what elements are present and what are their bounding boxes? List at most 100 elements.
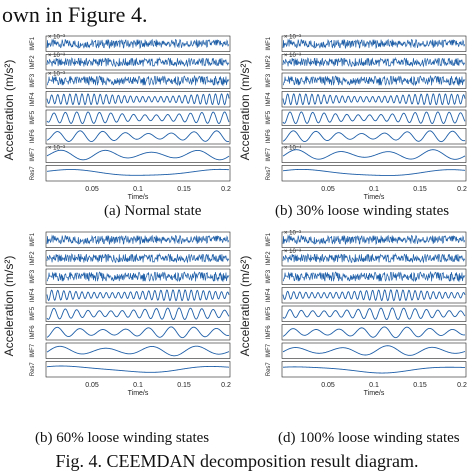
scale-exponent: × 10⁻³ <box>48 53 65 59</box>
imf-label: Res7 <box>266 166 272 181</box>
imf-signal-line <box>282 149 466 160</box>
scale-exponent: × 10⁻³ <box>48 72 65 78</box>
subplot-frame <box>45 324 231 341</box>
subplot-frame <box>281 72 467 89</box>
subplot-frame <box>45 54 231 71</box>
imf-signal-line <box>282 130 466 143</box>
x-tick-label: 0.15 <box>413 382 427 389</box>
x-tick-label: 0.2 <box>221 382 231 389</box>
imf-label: IMF3 <box>266 73 272 87</box>
scale-exponent: × 10⁻³ <box>48 35 65 41</box>
x-axis-label: Time/s <box>128 390 149 397</box>
scale-exponent: × 10⁻³ <box>284 231 301 237</box>
imf-label: IMF6 <box>30 129 36 143</box>
subplot-frame <box>45 287 231 304</box>
scale-exponent: × 10⁻³ <box>284 53 301 59</box>
subplot-frame <box>281 146 467 163</box>
imf-label: IMF5 <box>30 306 36 320</box>
imf-label: IMF6 <box>266 129 272 143</box>
imf-signal-line <box>46 56 230 68</box>
figure-caption: Fig. 4. CEEMDAN decomposition result dia… <box>55 451 419 471</box>
imf-signal-line <box>282 307 466 321</box>
imf-signal-line <box>46 75 230 87</box>
imf-label: IMF1 <box>30 36 36 50</box>
imf-signal-line <box>282 111 466 125</box>
subplot-frame <box>281 342 467 359</box>
imf-label: IMF7 <box>30 147 36 161</box>
imf-signal-line <box>46 130 230 143</box>
imf-signal-line <box>282 289 466 302</box>
subplot-frame <box>281 128 467 145</box>
subplot-frame <box>281 305 467 322</box>
subplot-frame <box>45 231 231 248</box>
imf-signal-line <box>282 93 466 106</box>
imf-signal-line <box>46 111 230 125</box>
imf-label: IMF7 <box>266 343 272 357</box>
imf-signal-line <box>282 75 466 87</box>
subplot-frame <box>45 268 231 285</box>
imf-signal-line <box>46 252 230 264</box>
imf-label: IMF4 <box>266 92 272 106</box>
subplot-frame <box>281 268 467 285</box>
y-axis-label: Acceleration (m/s²) <box>4 256 16 357</box>
scale-exponent: × 10⁻⁴ <box>284 145 302 152</box>
x-tick-label: 0.1 <box>133 186 143 193</box>
imf-signal-line <box>282 271 466 283</box>
subplot-frame <box>281 250 467 267</box>
subplot-frame <box>281 287 467 304</box>
imf-signal-line <box>46 93 230 106</box>
imf-signal-line <box>46 307 230 321</box>
y-axis-label: Acceleration (m/s²) <box>240 256 252 357</box>
imf-signal-line <box>282 326 466 339</box>
imf-label: IMF2 <box>266 251 272 265</box>
x-tick-label: 0.15 <box>413 186 427 193</box>
imf-label: IMF2 <box>30 251 36 265</box>
subplot-frame <box>45 250 231 267</box>
imf-signal-line <box>46 365 230 373</box>
x-tick-label: 0.05 <box>85 186 99 193</box>
subplot-frame <box>281 91 467 108</box>
imf-signal-line <box>282 252 466 264</box>
subplot-frame <box>45 91 231 108</box>
x-tick-label: 0.15 <box>177 382 191 389</box>
subplot-frame <box>45 109 231 126</box>
imf-label: IMF7 <box>266 147 272 161</box>
x-axis-label: Time/s <box>364 194 385 201</box>
imf-label: IMF4 <box>30 288 36 302</box>
subplot-frame <box>281 54 467 71</box>
imf-signal-line <box>46 326 230 339</box>
imf-signal-line <box>282 168 466 176</box>
imf-signal-line <box>46 168 230 176</box>
imf-label: IMF1 <box>266 232 272 246</box>
subplot-frame <box>45 35 231 52</box>
panel-caption-b: (b) 30% loose winding states <box>275 203 450 219</box>
imf-label: IMF4 <box>30 92 36 106</box>
imf-label: IMF5 <box>30 110 36 124</box>
imf-signal-line <box>46 289 230 302</box>
imf-label: Res7 <box>30 362 36 377</box>
imf-label: IMF4 <box>266 288 272 302</box>
imf-signal-line <box>282 56 466 68</box>
lead-text: own in Figure 4. <box>2 2 148 27</box>
panel-b-30-percent-loose: Acceleration (m/s²) IMF1 × 10⁻³ IMF2 × 10⁻³ I… <box>240 30 470 202</box>
imf-signal-line <box>282 234 466 246</box>
subplot-frame <box>45 146 231 163</box>
panel-caption-d: (d) 100% loose winding states <box>278 430 460 446</box>
x-tick-label: 0.1 <box>133 382 143 389</box>
imf-label: IMF5 <box>266 110 272 124</box>
panel-c-60-percent-loose: Acceleration (m/s²) IMF1 IMF2 IMF3 IMF4 IMF5 I… <box>4 226 234 398</box>
ceemdan-panel-svg: Acceleration (m/s²) IMF1 IMF2 IMF3 IMF4 IMF5 I… <box>4 231 231 397</box>
subplot-frame <box>281 109 467 126</box>
subplot-frame <box>45 165 231 182</box>
ceemdan-panel-svg: Acceleration (m/s²) IMF1 × 10⁻³ IMF2 × 10⁻³ I… <box>240 231 467 398</box>
subplot-frame <box>45 72 231 89</box>
ceemdan-panel-svg: Acceleration (m/s²) IMF1 × 10⁻³ IMF2 × 10⁻³ I… <box>240 35 467 202</box>
subplot-frame <box>45 361 231 378</box>
imf-label: IMF3 <box>30 73 36 87</box>
subplot-frame <box>45 342 231 359</box>
panel-caption-c: (b) 60% loose winding states <box>35 430 210 446</box>
imf-signal-line <box>282 366 466 374</box>
subplot-frame <box>281 361 467 378</box>
imf-signal-line <box>46 271 230 283</box>
imf-label: IMF6 <box>266 325 272 339</box>
